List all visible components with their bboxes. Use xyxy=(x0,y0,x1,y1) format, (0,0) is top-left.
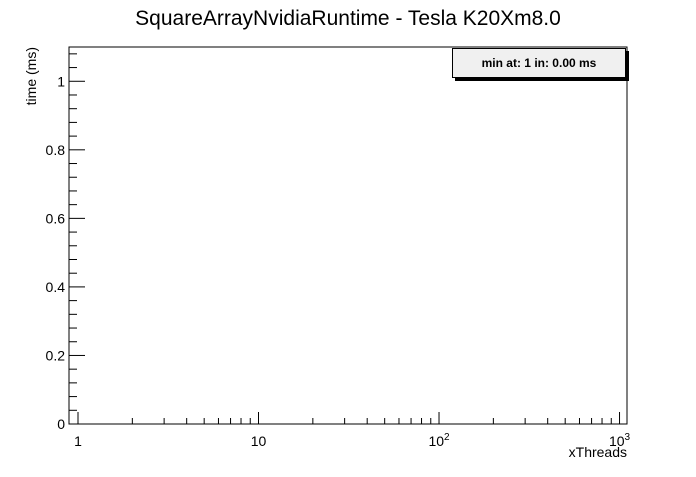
x-tick-label: 102 xyxy=(428,432,450,449)
legend-text: min at: 1 in: 0.00 ms xyxy=(481,56,597,70)
y-tick-label: 0.4 xyxy=(46,279,66,295)
plot-frame xyxy=(68,46,628,425)
x-tick-label-exponent: 3 xyxy=(625,432,631,443)
y-tick-label: 1 xyxy=(57,73,65,89)
y-tick-label: 0.6 xyxy=(46,210,66,226)
y-tick-label: 0.8 xyxy=(46,142,66,158)
chart-title: SquareArrayNvidiaRuntime - Tesla K20Xm8.… xyxy=(135,7,561,30)
x-tick-label: 10 xyxy=(251,433,267,449)
y-axis-label: time (ms) xyxy=(23,47,39,105)
y-axis: 0 0.2 0.4 0.6 0.8 1 xyxy=(46,53,85,432)
x-tick-label-exponent: 2 xyxy=(444,432,450,443)
x-tick-label: 1 xyxy=(74,433,82,449)
legend-box: min at: 1 in: 0.00 ms xyxy=(452,48,626,78)
y-tick-label: 0 xyxy=(57,416,65,432)
y-tick-label: 0.2 xyxy=(46,347,66,363)
x-axis-label: xThreads xyxy=(569,444,627,460)
x-axis: 1 10 102 103 xyxy=(74,412,631,449)
